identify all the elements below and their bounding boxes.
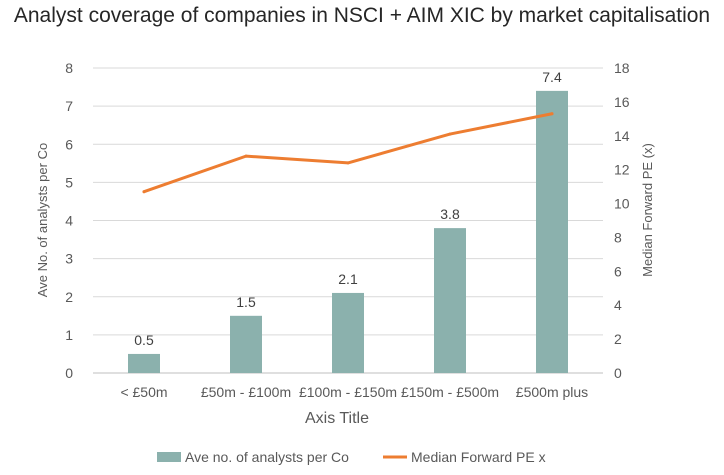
pe-point [550,112,554,116]
pe-point [346,161,350,165]
bar-data-label: 0.5 [134,332,154,348]
pe-point [448,132,452,136]
y-left-tick-label: 6 [65,136,73,152]
chart-title: Analyst coverage of companies in NSCI + … [14,4,710,27]
y-right-tick-label: 6 [614,263,622,279]
bar-data-label: 2.1 [338,271,358,287]
y-left-tick-label: 3 [65,251,73,267]
y-left-tick-label: 2 [65,289,73,305]
y-left-tick-label: 8 [65,60,73,76]
pe-point [244,154,248,158]
gridlines [93,67,603,374]
y-right-tick-label: 4 [614,297,622,313]
y-left-tick-label: 5 [65,174,73,190]
bar [434,228,466,373]
bar-series [128,90,568,373]
y-right-tick-label: 16 [614,94,630,110]
bar-data-label: 3.8 [440,206,460,222]
y-right-tick-label: 14 [614,128,630,144]
y-right-tick-label: 10 [614,196,630,212]
pe-point [142,190,146,194]
x-tick-label: £150m - £500m [401,384,499,400]
data-labels: 0.5 1.5 2.1 3.8 7.4 [134,69,562,348]
y-left-tick-label: 4 [65,213,73,229]
x-tick-label: £500m plus [516,384,588,400]
y-axis-left-ticks: 0 1 2 3 4 5 6 7 8 [65,60,73,381]
x-tick-label: < £50m [120,384,167,400]
bar-data-label: 7.4 [542,69,562,85]
legend-swatch-bar [157,452,181,462]
y-axis-right-ticks: 0 2 4 6 8 10 12 14 16 18 [614,60,630,381]
bar-data-label: 1.5 [236,294,256,310]
y-axis-right-title: Median Forward PE (x) [640,143,655,277]
y-right-tick-label: 8 [614,229,622,245]
bar [230,315,262,373]
y-left-tick-label: 7 [65,98,73,114]
y-right-tick-label: 12 [614,162,630,178]
bar [128,353,160,373]
y-right-tick-label: 0 [614,365,622,381]
y-right-tick-label: 18 [614,60,630,76]
y-left-tick-label: 1 [65,327,73,343]
y-axis-left-title: Ave No. of analysts per Co [35,143,50,297]
x-tick-label: £50m - £100m [201,384,291,400]
bar [536,90,568,373]
bar [332,292,364,373]
y-right-tick-label: 2 [614,331,622,347]
y-left-tick-label: 0 [65,365,73,381]
line-series [142,112,554,194]
legend-label-line: Median Forward PE x [411,449,546,465]
legend-label-bar: Ave no. of analysts per Co [185,449,349,465]
x-axis-ticks: < £50m £50m - £100m £100m - £150m £150m - £… [120,384,588,400]
x-axis-title: Axis Title [305,410,369,427]
x-tick-label: £100m - £150m [299,384,397,400]
legend: Ave no. of analysts per Co Median Forwar… [157,449,546,465]
pe-line [142,112,554,194]
